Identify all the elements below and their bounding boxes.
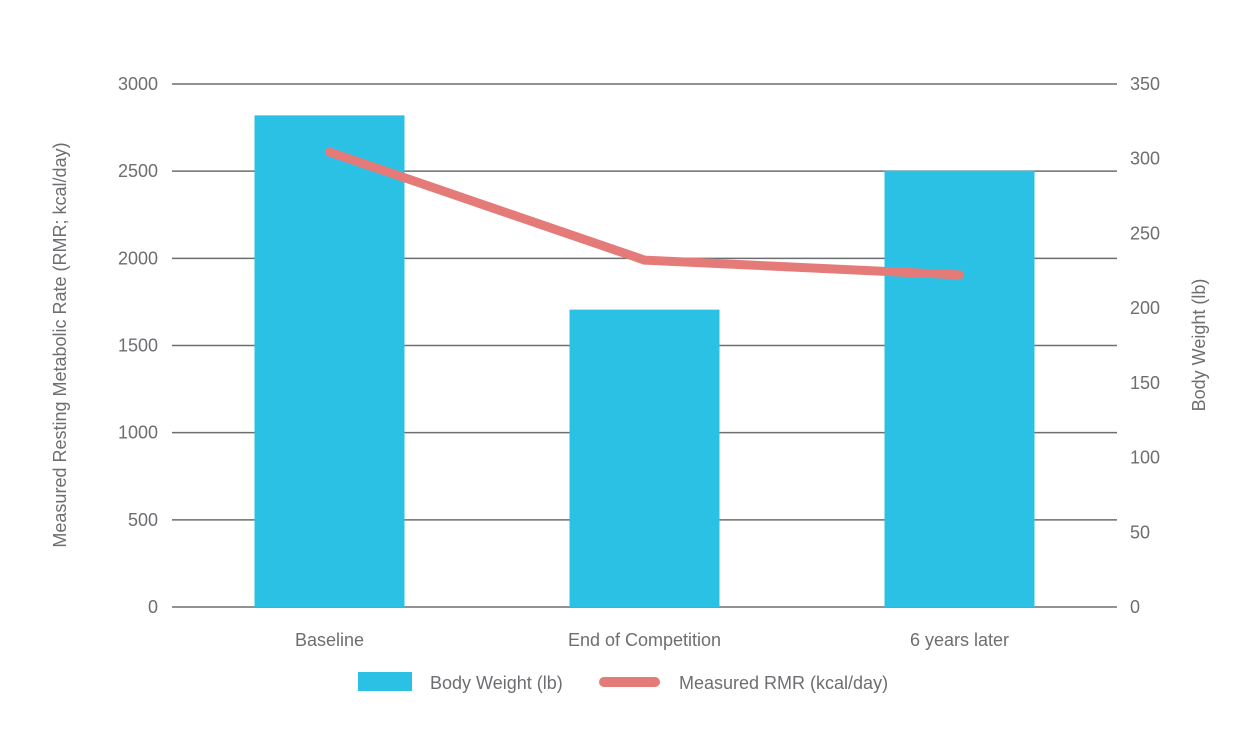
right-tick-label: 200	[1130, 298, 1160, 318]
legend-bar-swatch	[358, 672, 412, 691]
x-tick-label: 6 years later	[910, 630, 1009, 650]
left-tick-label: 1000	[118, 423, 158, 443]
legend-line-label: Measured RMR (kcal/day)	[679, 673, 888, 693]
right-tick-label: 250	[1130, 223, 1160, 243]
rmr-point	[640, 255, 649, 265]
left-axis-ticks: 0 500 1000 1500 2000 2500 3000	[118, 74, 158, 617]
bar	[884, 170, 1035, 607]
rmr-point	[325, 147, 334, 157]
rmr-point	[955, 270, 964, 280]
right-tick-label: 50	[1130, 522, 1150, 542]
bar	[254, 115, 405, 607]
left-tick-label: 1500	[118, 336, 158, 356]
right-tick-label: 300	[1130, 149, 1160, 169]
right-tick-label: 350	[1130, 74, 1160, 94]
right-axis-title: Body Weight (lb)	[1189, 279, 1209, 412]
left-tick-label: 0	[148, 597, 158, 617]
left-tick-label: 2000	[118, 248, 158, 268]
x-axis-ticks: Baseline End of Competition 6 years later	[295, 630, 1009, 650]
left-tick-label: 2500	[118, 161, 158, 181]
left-axis-title: Measured Resting Metabolic Rate (RMR; kc…	[50, 142, 70, 547]
right-axis-ticks: 0 50 100 150 200 250 300 350	[1130, 74, 1160, 617]
right-tick-label: 0	[1130, 597, 1140, 617]
line-series	[325, 147, 964, 280]
right-tick-label: 150	[1130, 373, 1160, 393]
right-tick-label: 100	[1130, 448, 1160, 468]
legend: Body Weight (lb) Measured RMR (kcal/day)	[358, 672, 888, 693]
x-tick-label: End of Competition	[568, 630, 721, 650]
legend-bar-label: Body Weight (lb)	[430, 673, 563, 693]
left-tick-label: 3000	[118, 74, 158, 94]
left-tick-label: 500	[128, 510, 158, 530]
bar-series	[254, 115, 1035, 607]
bar	[569, 309, 720, 607]
x-tick-label: Baseline	[295, 630, 364, 650]
